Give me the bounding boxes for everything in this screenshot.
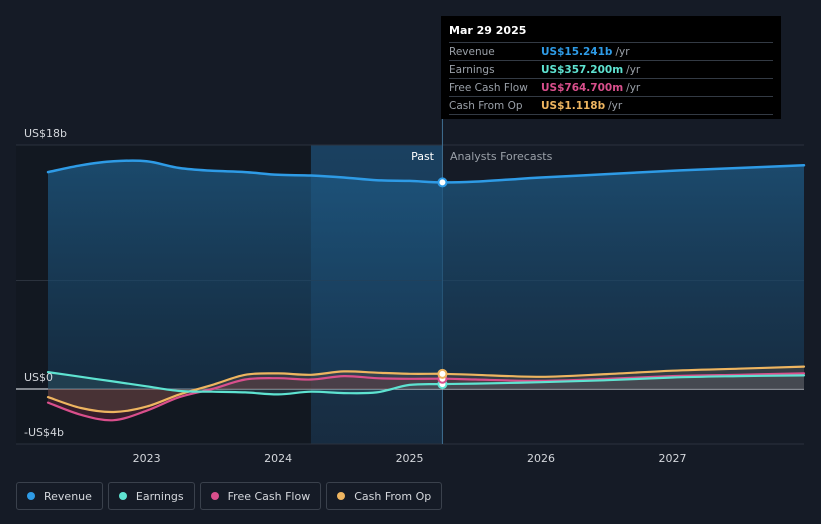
- x-tick-label: 2027: [659, 452, 687, 465]
- tooltip-row-cash-from-op: Cash From Op US$1.118b /yr: [449, 96, 773, 115]
- legend-item-free-cash-flow[interactable]: Free Cash Flow: [199, 482, 322, 510]
- revenue-marker: [437, 177, 448, 188]
- x-tick-label: 2025: [396, 452, 424, 465]
- tooltip-label: Revenue: [449, 45, 495, 58]
- legend-item-revenue[interactable]: Revenue: [16, 482, 103, 510]
- tooltip-panel: Mar 29 2025 Revenue US$15.241b /yr Earni…: [441, 16, 781, 119]
- y-tick-label: US$0: [24, 371, 53, 384]
- tooltip-row-revenue: Revenue US$15.241b /yr: [449, 42, 773, 60]
- tooltip-value: US$15.241b: [541, 45, 613, 58]
- legend-item-earnings[interactable]: Earnings: [107, 482, 195, 510]
- tooltip-row-earnings: Earnings US$357.200m /yr: [449, 60, 773, 78]
- x-tick-label: 2026: [527, 452, 555, 465]
- revenue-line: [46, 159, 806, 184]
- tooltip-unit: /yr: [626, 63, 641, 76]
- tooltip-value: US$1.118b: [541, 99, 606, 112]
- free-cash-flow-area: [48, 373, 804, 421]
- tooltip-value: US$764.700m: [541, 81, 624, 94]
- y-tick-label: US$18b: [24, 127, 67, 140]
- tooltip-unit: /yr: [608, 99, 623, 112]
- revenue-area: [48, 160, 804, 389]
- tooltip-value: US$357.200m: [541, 63, 624, 76]
- legend-dot-icon: [210, 492, 219, 500]
- tooltip-unit: /yr: [615, 45, 630, 58]
- past-label: Past: [411, 150, 435, 163]
- legend-label: Revenue: [44, 489, 92, 503]
- legend-dot-icon: [337, 492, 346, 500]
- tooltip-label: Free Cash Flow: [449, 81, 528, 94]
- x-tick-label: 2024: [264, 452, 292, 465]
- legend-label: Free Cash Flow: [227, 489, 311, 503]
- forecast-label: Analysts Forecasts: [450, 150, 553, 163]
- legend-label: Earnings: [135, 489, 184, 503]
- tooltip-row-free-cash-flow: Free Cash Flow US$764.700m /yr: [449, 78, 773, 96]
- earnings-line: [46, 371, 806, 396]
- legend-item-cash-from-op[interactable]: Cash From Op: [326, 482, 443, 510]
- cash-from-op-line: [46, 365, 806, 414]
- legend-dot-icon: [118, 492, 127, 500]
- legend-dot-icon: [27, 492, 35, 500]
- tooltip-label: Cash From Op: [449, 99, 523, 112]
- free-cash-flow-line: [46, 372, 806, 422]
- tooltip-unit: /yr: [626, 81, 641, 94]
- y-tick-label: -US$4b: [24, 426, 64, 439]
- cash-from-op-marker: [437, 368, 448, 379]
- legend: Revenue Earnings Free Cash Flow Cash Fro…: [16, 482, 443, 510]
- tooltip-date: Mar 29 2025: [449, 24, 527, 37]
- earnings-area: [48, 372, 804, 395]
- x-tick-label: 2023: [133, 452, 161, 465]
- tooltip-label: Earnings: [449, 63, 495, 76]
- legend-label: Cash From Op: [354, 489, 432, 503]
